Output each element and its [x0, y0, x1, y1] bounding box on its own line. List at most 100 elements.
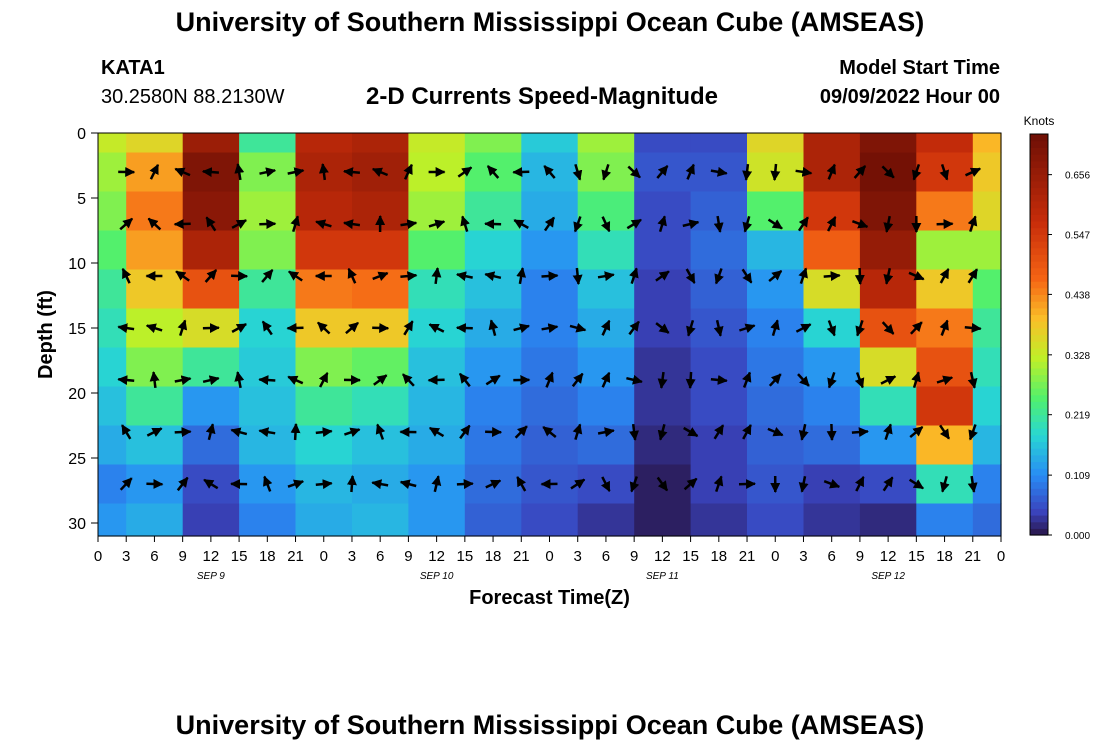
colorbar-swatch	[1030, 287, 1048, 295]
heatmap-cell	[972, 464, 1002, 505]
current-vector	[967, 371, 978, 389]
current-vector	[797, 216, 809, 232]
heatmap-cell	[634, 503, 692, 537]
colorbar-swatch	[1030, 381, 1048, 389]
current-vector	[117, 375, 135, 386]
current-vector	[484, 271, 502, 282]
current-vector	[939, 268, 950, 284]
current-vector	[883, 267, 894, 285]
current-vector	[826, 216, 837, 232]
current-vector	[854, 372, 865, 389]
colorbar-swatch	[1030, 254, 1048, 262]
y-tick-label: 15	[68, 321, 86, 338]
colorbar-frame	[1029, 133, 1049, 536]
y-tick-label: 30	[68, 516, 86, 533]
current-vector	[908, 271, 925, 281]
current-vector	[855, 319, 865, 337]
current-vector	[318, 163, 329, 181]
heatmap-cell	[464, 386, 522, 427]
current-vector	[768, 269, 783, 283]
current-vector	[656, 165, 669, 179]
current-vector	[742, 424, 752, 440]
heatmap-cell	[521, 386, 579, 427]
colorbar-swatch	[1030, 240, 1048, 249]
colorbar-swatch	[1030, 194, 1048, 202]
current-vector	[713, 475, 724, 493]
current-vector	[460, 215, 470, 232]
current-vector	[572, 267, 583, 285]
current-vector	[315, 219, 332, 230]
current-vector	[234, 371, 245, 389]
current-vector	[516, 476, 527, 492]
heatmap-cell	[972, 152, 1002, 193]
current-vector	[685, 371, 696, 389]
current-vector	[827, 371, 837, 389]
current-vector	[544, 371, 554, 388]
colorbar-swatch	[1030, 147, 1048, 155]
heatmap-cell	[634, 386, 692, 427]
current-vector	[485, 479, 502, 489]
colorbar-swatch	[1030, 388, 1048, 396]
colorbar-swatch	[1030, 441, 1048, 449]
heatmap-cell	[98, 191, 127, 232]
heatmap-cell	[98, 133, 127, 154]
current-vector	[514, 425, 528, 439]
x-tick-label: 15	[457, 548, 474, 565]
heatmap-cell	[352, 503, 409, 537]
current-vector	[798, 267, 808, 284]
x-tick-label: 12	[428, 548, 445, 565]
colorbar-swatch	[1030, 154, 1048, 162]
heatmap-cell	[747, 133, 804, 154]
current-vector	[315, 427, 333, 438]
heatmap-cell	[182, 230, 240, 271]
x-tick-label: 3	[574, 548, 582, 565]
heatmap-cell	[972, 191, 1002, 232]
current-vector	[939, 424, 951, 440]
x-tick-label: 21	[513, 548, 530, 565]
heatmap-cell	[126, 230, 184, 271]
station-coords: 30.2580N 88.2130W	[101, 86, 285, 108]
colorbar-swatch	[1030, 367, 1048, 376]
x-tick-label: 18	[936, 548, 953, 565]
x-tick-label: 0	[94, 548, 102, 565]
heatmap-cell	[126, 386, 184, 427]
current-vector	[486, 165, 500, 179]
current-vector	[881, 321, 895, 335]
colorbar-swatch	[1030, 408, 1048, 416]
colorbar-swatch	[1030, 294, 1048, 302]
heatmap-cell	[521, 230, 579, 271]
current-vector	[911, 371, 921, 389]
current-vector	[318, 372, 329, 388]
current-vector	[940, 475, 950, 493]
current-vector	[149, 371, 160, 389]
current-vector	[119, 477, 133, 491]
current-vector	[881, 165, 895, 179]
current-vector	[204, 269, 218, 283]
current-vector	[657, 215, 667, 233]
heatmap-cell	[859, 503, 917, 537]
current-vector	[371, 479, 389, 490]
current-vector	[768, 373, 782, 387]
current-vector	[657, 371, 668, 389]
current-vector	[290, 423, 301, 441]
current-vector	[205, 423, 216, 441]
heatmap-cell	[690, 503, 748, 537]
heatmap-cell	[352, 133, 409, 154]
heatmap-cell	[972, 503, 1002, 537]
current-vector	[428, 426, 445, 438]
heatmap-cell	[295, 133, 353, 154]
x-tick-label: 9	[856, 548, 864, 565]
current-vector	[911, 164, 922, 181]
current-vector	[261, 320, 273, 336]
colorbar-swatch	[1030, 214, 1048, 222]
chart-subtitle: 2-D Currents Speed-Magnitude	[366, 83, 719, 110]
heatmap-cell	[98, 269, 127, 310]
current-vector	[597, 427, 615, 438]
current-vector	[287, 167, 305, 178]
current-vector	[655, 270, 670, 282]
current-vector	[375, 423, 386, 440]
current-vector	[290, 215, 301, 233]
current-vector	[147, 217, 162, 231]
